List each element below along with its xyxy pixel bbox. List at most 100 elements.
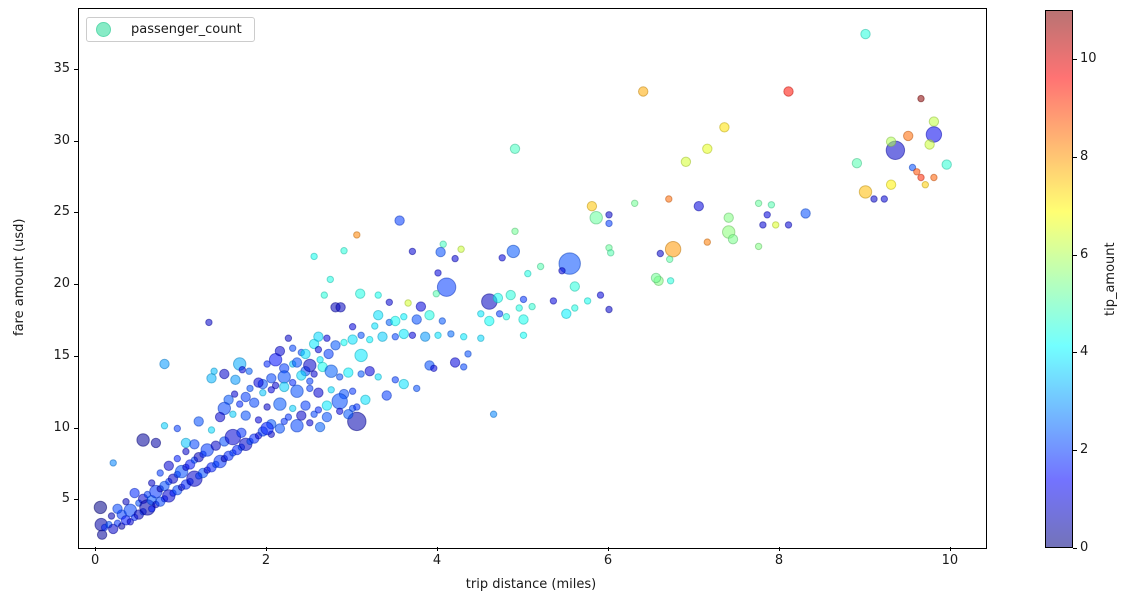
scatter-point	[870, 195, 878, 203]
colorbar-tick-mark	[1073, 352, 1077, 354]
scatter-point	[219, 368, 230, 380]
scatter-point	[313, 387, 324, 398]
scatter-point	[477, 334, 485, 342]
scatter-point	[583, 297, 592, 305]
y-tick-mark	[74, 355, 78, 357]
scatter-point	[326, 275, 335, 284]
scatter-point	[353, 231, 361, 239]
scatter-point	[390, 315, 401, 327]
scatter-point	[515, 304, 523, 312]
scatter-point	[321, 411, 333, 423]
scatter-point	[214, 411, 226, 423]
scatter-point	[783, 86, 794, 97]
y-tick-mark	[74, 140, 78, 142]
scatter-point	[189, 439, 200, 450]
scatter-point	[96, 529, 108, 540]
scatter-point	[460, 333, 468, 341]
scatter-point	[767, 201, 776, 209]
x-tick-label: 6	[603, 553, 613, 568]
y-tick-mark	[74, 212, 78, 214]
scatter-point	[498, 254, 506, 262]
scatter-point	[314, 345, 323, 354]
y-tick-mark	[74, 499, 78, 501]
scatter-point	[173, 424, 182, 433]
scatter-point	[266, 373, 277, 384]
scatter-point	[495, 310, 504, 318]
scatter-point	[464, 350, 472, 358]
scatter-point	[519, 331, 528, 339]
scatter-point	[107, 512, 116, 520]
x-tick-mark	[949, 547, 951, 551]
x-tick-mark	[95, 547, 97, 551]
scatter-point	[108, 523, 119, 535]
scatter-point	[505, 289, 516, 301]
scatter-point	[435, 246, 446, 258]
scatter-point	[340, 338, 348, 347]
scatter-point	[439, 240, 447, 248]
scatter-point	[656, 249, 664, 258]
scatter-point	[230, 374, 241, 385]
scatter-point	[290, 419, 304, 433]
scatter-point	[313, 331, 324, 342]
scatter-point	[434, 331, 442, 339]
scatter-point	[665, 195, 673, 203]
scatter-point	[650, 272, 662, 284]
scatter-point	[273, 397, 287, 411]
passenger-count-legend-marker-icon	[96, 22, 111, 37]
scatter-point	[210, 440, 222, 451]
scatter-point	[320, 291, 329, 299]
scatter-point	[267, 386, 276, 394]
scatter-point	[377, 331, 388, 342]
scatter-point	[374, 291, 382, 299]
scatter-point	[230, 390, 239, 398]
scatter-point	[249, 397, 260, 408]
scatter-point	[447, 330, 455, 338]
scatter-point	[296, 370, 307, 381]
x-tick-label: 4	[432, 553, 442, 568]
y-tick-label: 20	[53, 276, 70, 292]
scatter-point	[719, 122, 730, 133]
scatter-point	[260, 421, 274, 436]
scatter-point	[236, 400, 244, 408]
legend: passenger_count	[86, 17, 255, 42]
x-axis-label: trip distance (miles)	[465, 577, 597, 592]
scatter-point	[353, 403, 361, 411]
scatter-point	[586, 201, 598, 212]
colorbar-tick-label: 4	[1080, 344, 1089, 360]
scatter-point	[109, 459, 117, 467]
scatter-point	[703, 238, 711, 246]
scatter-point	[436, 277, 457, 297]
scatter-point	[451, 254, 459, 263]
scatter-point	[357, 370, 365, 378]
scatter-point	[148, 479, 156, 487]
scatter-point	[163, 460, 175, 471]
colorbar	[1045, 10, 1073, 548]
scatter-point	[207, 426, 216, 434]
scatter-point	[335, 302, 346, 313]
scatter-point	[558, 267, 566, 275]
scatter-point	[398, 328, 409, 340]
scatter-point	[300, 400, 311, 411]
x-tick-mark	[266, 547, 268, 551]
scatter-point	[506, 244, 520, 259]
y-tick-label: 35	[53, 60, 70, 76]
scatter-point	[373, 310, 384, 321]
scatter-point	[193, 416, 204, 427]
y-tick-label: 5	[61, 491, 70, 507]
scatter-point	[236, 427, 247, 438]
scatter-point	[321, 400, 333, 411]
scatter-point	[182, 447, 190, 456]
x-tick-label: 8	[774, 553, 784, 568]
scatter-point	[284, 334, 293, 342]
scatter-point	[240, 391, 251, 403]
scatter-point	[360, 394, 371, 405]
scatter-point	[277, 370, 291, 384]
scatter-point	[489, 410, 498, 418]
colorbar-tick-mark	[1073, 548, 1077, 549]
scatter-point	[571, 304, 579, 312]
colorbar-tick-label: 8	[1080, 148, 1089, 164]
scatter-point	[754, 242, 763, 251]
scatter-point	[449, 357, 461, 368]
scatter-point	[210, 367, 218, 375]
colorbar-tick-label: 2	[1080, 442, 1089, 458]
